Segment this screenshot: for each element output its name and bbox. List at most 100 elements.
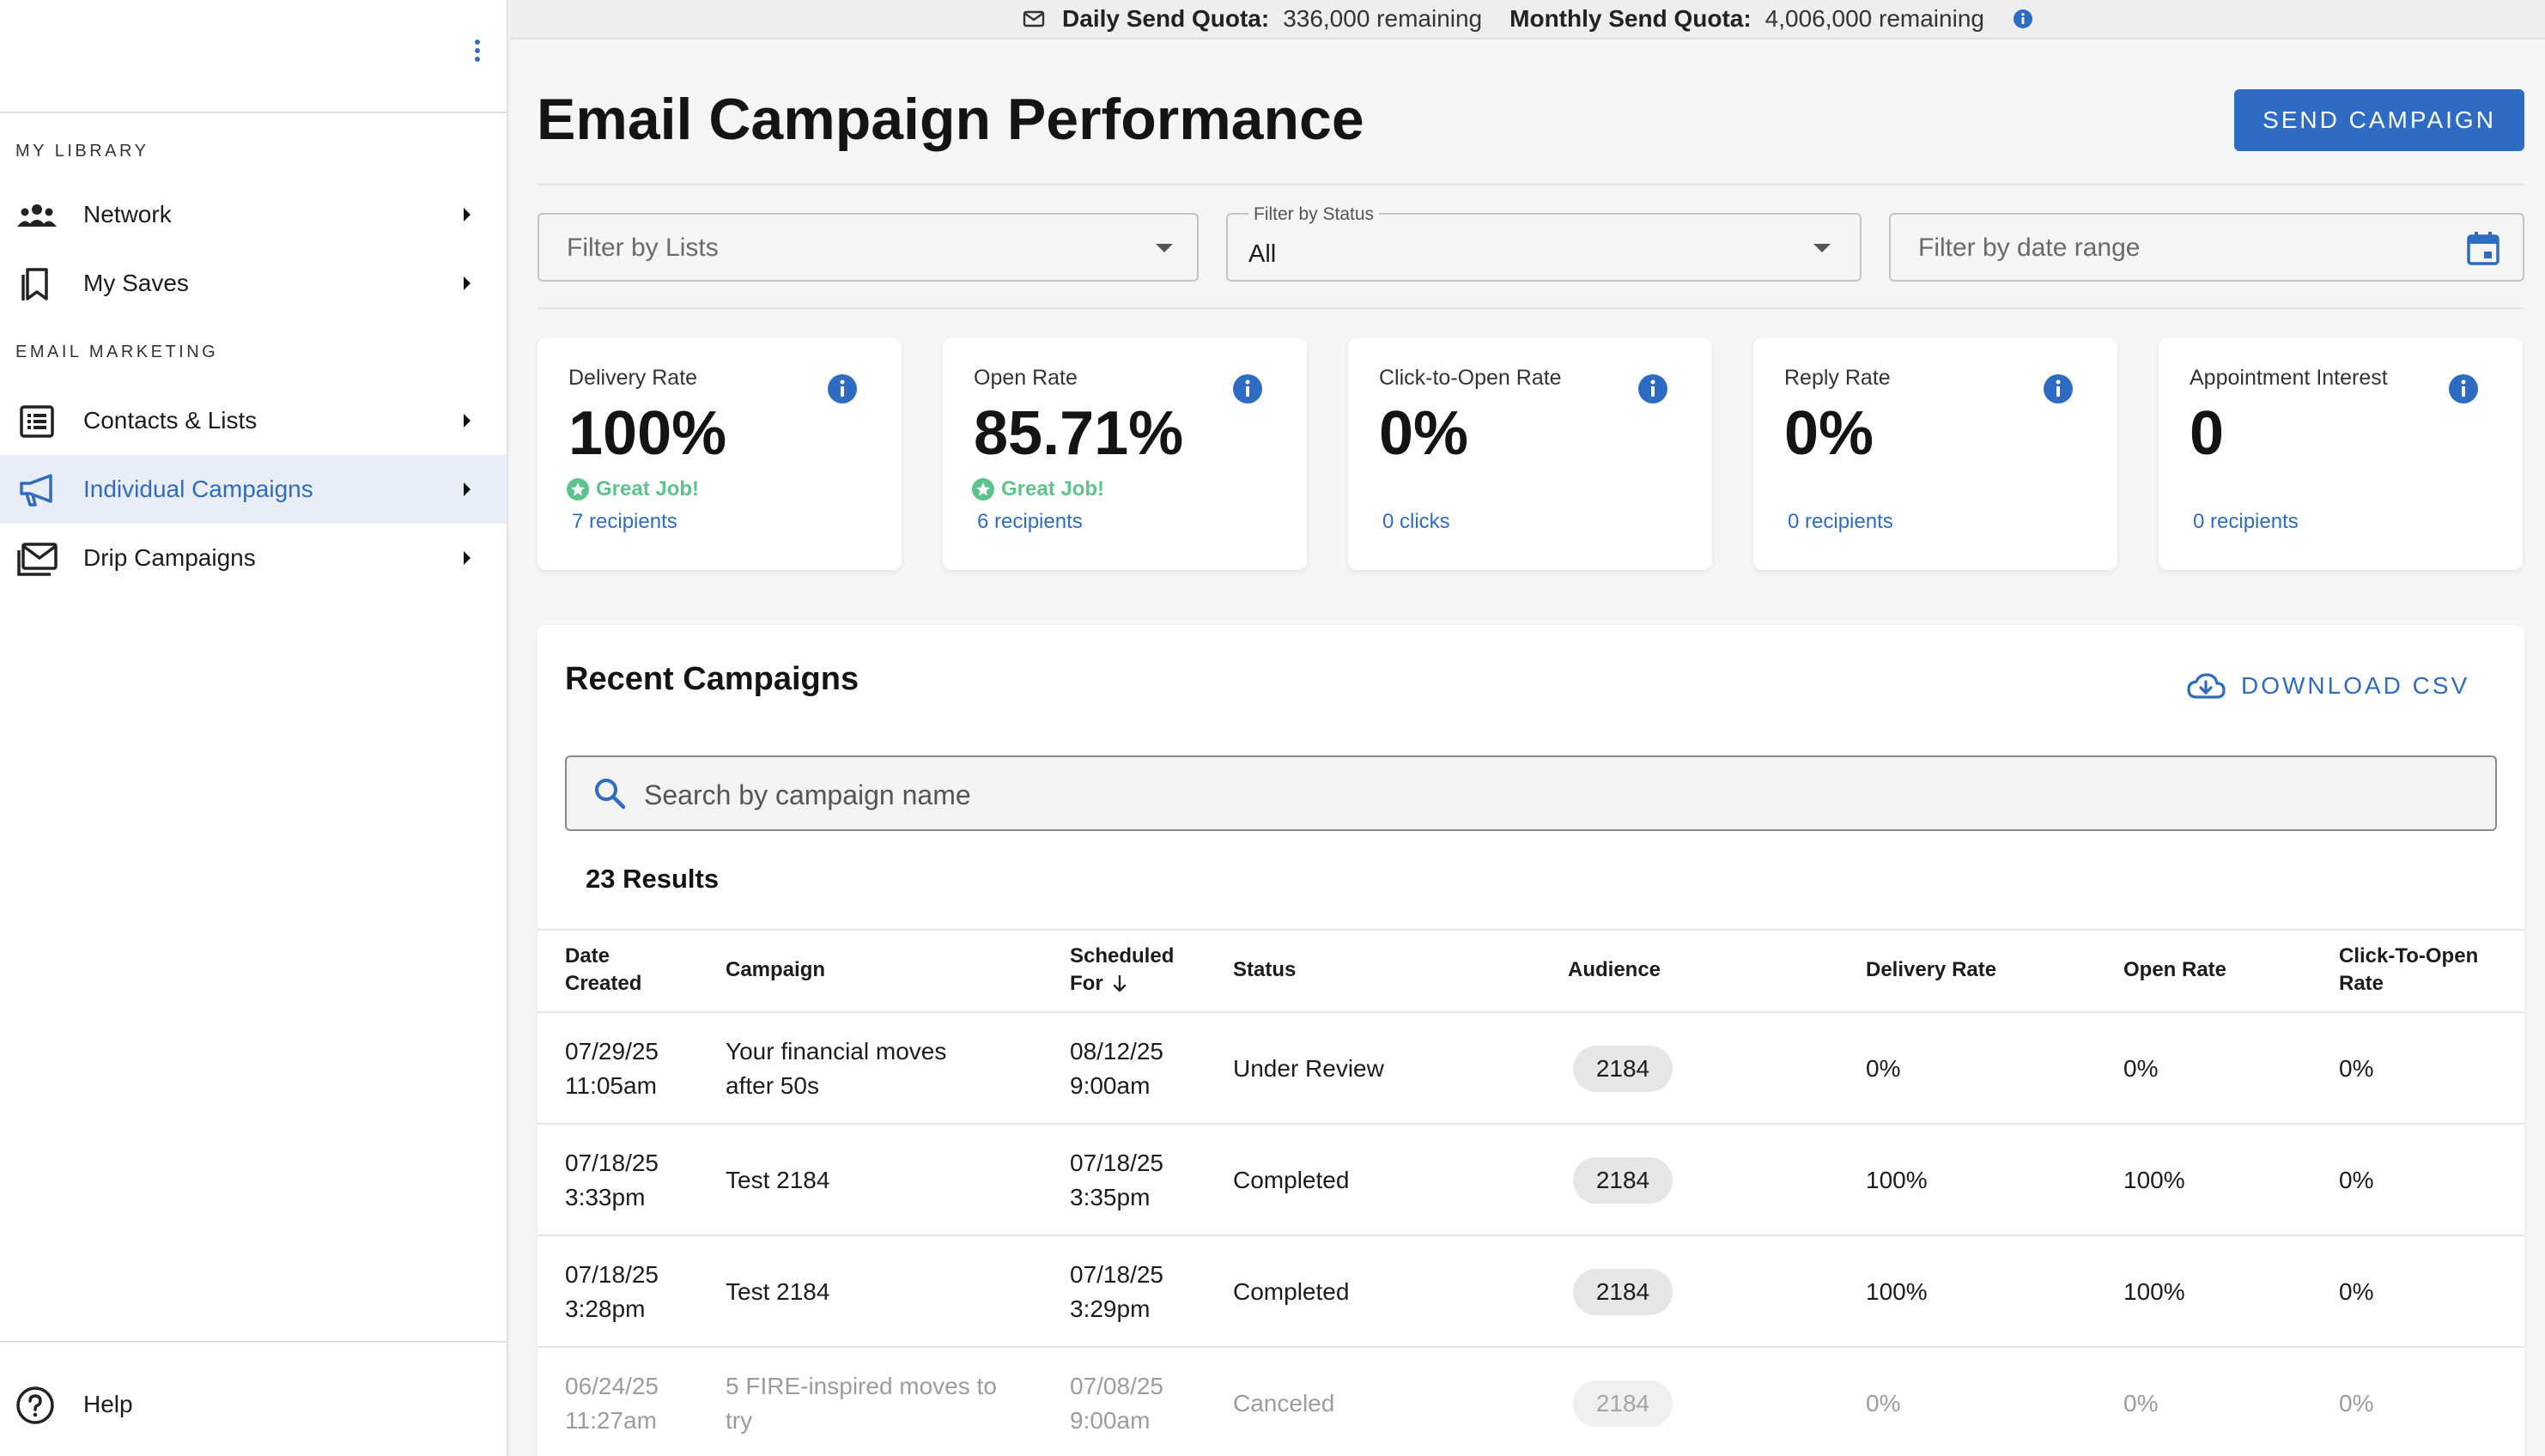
filter-by-date-range-input[interactable]: Filter by date range — [1889, 213, 2524, 282]
audience-badge: 2184 — [1573, 1380, 1673, 1427]
status-cell: Completed — [1233, 1167, 1350, 1193]
col-scheduled-for[interactable]: Scheduled For — [1070, 944, 1175, 995]
info-icon[interactable] — [1233, 374, 1262, 403]
metric-title: Reply Rate — [1784, 366, 1891, 390]
table-row[interactable]: 07/29/25 11:05am Your financial moves afte… — [538, 1013, 2524, 1125]
col-date-created[interactable]: Date Created — [565, 944, 642, 995]
col-click-to-open-rate[interactable]: Click-To-Open Rate — [2339, 944, 2479, 995]
campaign-name-cell[interactable]: Test 2184 — [726, 1278, 830, 1305]
sidebar-item-my-saves[interactable]: My Saves — [0, 249, 507, 318]
divider — [538, 184, 2524, 185]
campaign-name-cell[interactable]: 5 FIRE-inspired moves to try — [726, 1373, 997, 1434]
col-audience[interactable]: Audience — [1568, 958, 1661, 981]
campaign-name-cell[interactable]: Your financial moves after 50s — [726, 1038, 947, 1099]
search-placeholder: Search by campaign name — [644, 780, 971, 810]
info-icon[interactable] — [2044, 374, 2073, 403]
scheduled-for-cell: 08/12/25 9:00am — [1070, 1038, 1163, 1099]
campaign-search-input[interactable]: Search by campaign name — [565, 755, 2497, 831]
table-row[interactable]: 06/24/25 11:27am 5 FIRE-inspired moves to… — [538, 1348, 2524, 1456]
more-vert-icon[interactable] — [467, 36, 488, 65]
arrow-right-icon — [464, 551, 471, 565]
help-link[interactable]: Help — [83, 1391, 133, 1417]
scheduled-for-cell: 07/18/25 3:29pm — [1070, 1261, 1163, 1322]
daily-quota-label: Daily Send Quota: — [1062, 5, 1270, 32]
info-icon[interactable] — [2013, 9, 2032, 28]
info-icon[interactable] — [2449, 374, 2478, 403]
metric-card-reply-rate: Reply Rate 0% 0 recipients — [1753, 338, 2117, 570]
metric-card-delivery-rate: Delivery Rate 100% Great Job! 7 recipien… — [538, 338, 902, 570]
recent-campaigns-panel: Recent Campaigns DOWNLOAD CSV Search by … — [538, 625, 2524, 1456]
calendar-icon[interactable] — [2466, 230, 2500, 266]
col-status[interactable]: Status — [1233, 958, 1297, 981]
info-icon[interactable] — [1638, 374, 1667, 403]
filter-date-placeholder: Filter by date range — [1918, 234, 2141, 262]
status-cell: Canceled — [1233, 1390, 1335, 1417]
metric-sub-link[interactable]: 6 recipients — [977, 510, 1083, 533]
download-csv-button[interactable]: DOWNLOAD CSV — [2186, 671, 2469, 701]
sidebar-header — [0, 0, 507, 113]
sidebar-item-individual-campaigns[interactable]: Individual Campaigns — [0, 455, 507, 524]
filter-status-label: Filter by Status — [1248, 204, 1380, 225]
sidebar-item-network[interactable]: Network — [0, 180, 507, 249]
badge-label: Great Job! — [596, 477, 700, 500]
metric-value: 0% — [1784, 399, 1874, 468]
audience-badge: 2184 — [1573, 1157, 1673, 1204]
date-created-cell: 07/18/25 3:28pm — [565, 1261, 659, 1322]
people-icon — [15, 197, 58, 234]
metric-sub-link[interactable]: 7 recipients — [572, 510, 677, 533]
metric-value: 100% — [568, 399, 727, 468]
table-row[interactable]: 07/18/25 3:28pm Test 2184 07/18/25 3:29pm … — [538, 1236, 2524, 1348]
filter-by-status-select[interactable]: Filter by Status All — [1226, 204, 1862, 282]
table-row[interactable]: 07/18/25 3:33pm Test 2184 07/18/25 3:35pm … — [538, 1125, 2524, 1236]
mail-icon — [1023, 10, 1045, 27]
results-count: 23 Results — [586, 864, 720, 894]
sidebar: MY LIBRARY Network My Saves EMAIL MARKET… — [0, 0, 508, 1456]
sidebar-item-label: My Saves — [83, 270, 189, 296]
search-icon — [595, 779, 626, 810]
filter-status-value: All — [1248, 240, 1277, 268]
send-campaign-button[interactable]: SEND CAMPAIGN — [2234, 89, 2524, 151]
col-open-rate[interactable]: Open Rate — [2123, 958, 2227, 981]
metric-title: Click-to-Open Rate — [1379, 366, 1562, 390]
delivery-rate-cell: 100% — [1866, 1278, 1928, 1305]
list-icon — [15, 403, 58, 440]
sidebar-footer: Help — [0, 1341, 507, 1456]
divider — [538, 307, 2524, 309]
section-header-my-library: MY LIBRARY — [15, 141, 149, 161]
sidebar-item-drip-campaigns[interactable]: Drip Campaigns — [0, 524, 507, 592]
great-job-badge: Great Job! — [972, 477, 1104, 501]
mail-stack-icon — [15, 541, 58, 577]
metric-sub-link[interactable]: 0 recipients — [2193, 510, 2299, 533]
sidebar-item-contacts-lists[interactable]: Contacts & Lists — [0, 386, 507, 455]
col-delivery-rate[interactable]: Delivery Rate — [1866, 958, 1997, 981]
daily-quota-value: 336,000 remaining — [1283, 5, 1483, 32]
help-icon[interactable] — [15, 1386, 55, 1425]
click-to-open-cell: 0% — [2339, 1390, 2374, 1417]
caret-down-icon — [1813, 244, 1831, 252]
status-cell: Under Review — [1233, 1055, 1384, 1082]
metric-title: Appointment Interest — [2190, 366, 2388, 390]
sort-down-icon — [1113, 974, 1126, 992]
open-rate-cell: 100% — [2123, 1167, 2185, 1193]
download-csv-label: DOWNLOAD CSV — [2241, 672, 2470, 699]
date-created-cell: 07/18/25 3:33pm — [565, 1150, 659, 1210]
arrow-right-icon — [464, 482, 471, 496]
metric-sub-link[interactable]: 0 recipients — [1788, 510, 1893, 533]
metric-sub-link[interactable]: 0 clicks — [1382, 510, 1450, 533]
sidebar-item-label: Drip Campaigns — [83, 544, 256, 571]
open-rate-cell: 0% — [2123, 1390, 2159, 1417]
col-campaign[interactable]: Campaign — [726, 958, 826, 981]
metric-card-open-rate: Open Rate 85.71% Great Job! 6 recipients — [943, 338, 1307, 570]
audience-badge: 2184 — [1573, 1046, 1673, 1092]
metric-value: 85.71% — [974, 399, 1184, 468]
filter-by-lists-select[interactable]: Filter by Lists — [538, 213, 1199, 282]
campaign-name-cell[interactable]: Test 2184 — [726, 1167, 830, 1193]
filter-lists-placeholder: Filter by Lists — [567, 234, 719, 262]
page-title: Email Campaign Performance — [537, 87, 1364, 152]
metric-value: 0% — [1379, 399, 1469, 468]
click-to-open-cell: 0% — [2339, 1055, 2374, 1082]
bookmark-icon — [15, 266, 58, 302]
info-icon[interactable] — [828, 374, 857, 403]
great-job-badge: Great Job! — [567, 477, 699, 501]
metric-title: Open Rate — [974, 366, 1078, 390]
